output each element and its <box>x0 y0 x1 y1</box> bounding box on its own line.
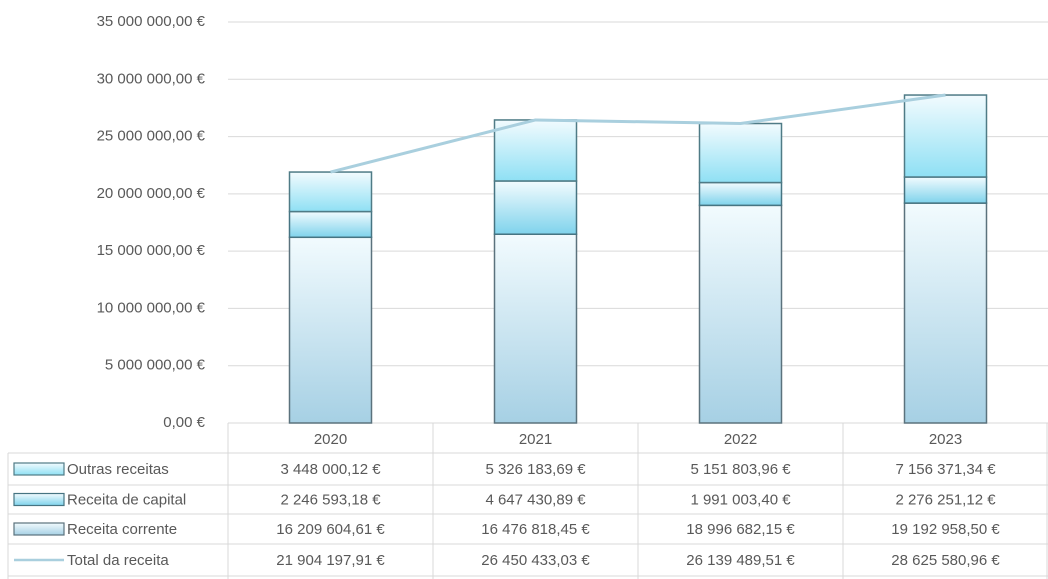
table-cell: 2 246 593,18 € <box>280 491 381 508</box>
y-tick-label: 5 000 000,00 € <box>105 357 206 374</box>
table-cell: 18 996 682,15 € <box>686 521 795 538</box>
table-cell: 21 904 197,91 € <box>276 552 385 569</box>
legend-label: Receita de capital <box>67 491 186 508</box>
bar-segment <box>903 94 988 178</box>
table-cell: 5 151 803,96 € <box>690 461 791 478</box>
table-cell: 28 625 580,96 € <box>891 552 1000 569</box>
table-cell: 16 209 604,61 € <box>276 521 385 538</box>
table-cell: 26 139 489,51 € <box>686 552 795 569</box>
bar-segment <box>903 202 988 424</box>
bar-segment <box>493 180 578 235</box>
legend-key <box>13 462 65 476</box>
y-tick-label: 35 000 000,00 € <box>97 13 206 30</box>
x-tick-label: 2020 <box>314 431 347 448</box>
y-tick-label: 25 000 000,00 € <box>97 128 206 145</box>
x-tick-label: 2023 <box>929 431 962 448</box>
legend-label: Total da receita <box>67 552 169 569</box>
table-cell: 16 476 818,45 € <box>481 521 590 538</box>
bar-segment <box>288 210 373 239</box>
legend-key <box>13 522 65 536</box>
bar-segment <box>288 236 373 424</box>
y-tick-label: 20 000 000,00 € <box>97 185 206 202</box>
table-cell: 2 276 251,12 € <box>895 491 996 508</box>
legend-label: Receita corrente <box>67 521 177 538</box>
y-tick-label: 15 000 000,00 € <box>97 242 206 259</box>
bar-segment <box>903 176 988 204</box>
bar-segment <box>698 181 783 207</box>
x-tick-label: 2021 <box>519 431 552 448</box>
x-tick-label: 2022 <box>724 431 757 448</box>
total-line <box>330 93 946 174</box>
bar-segment <box>493 119 578 182</box>
table-cell: 5 326 183,69 € <box>485 461 586 478</box>
table-cell: 7 156 371,34 € <box>895 461 996 478</box>
table-cell: 1 991 003,40 € <box>690 491 791 508</box>
table-cell: 3 448 000,12 € <box>280 461 381 478</box>
table-cell: 19 192 958,50 € <box>891 521 1000 538</box>
bar-segment <box>288 171 373 213</box>
table-cell: 4 647 430,89 € <box>485 491 586 508</box>
table-cell: 26 450 433,03 € <box>481 552 590 569</box>
y-tick-label: 0,00 € <box>163 414 205 431</box>
bar-segment <box>698 204 783 424</box>
legend-key <box>13 492 65 507</box>
bar-segment <box>493 233 578 424</box>
legend-label: Outras receitas <box>67 461 169 478</box>
y-tick-label: 30 000 000,00 € <box>97 70 206 87</box>
y-tick-label: 10 000 000,00 € <box>97 299 206 316</box>
bar-segment <box>698 122 783 184</box>
